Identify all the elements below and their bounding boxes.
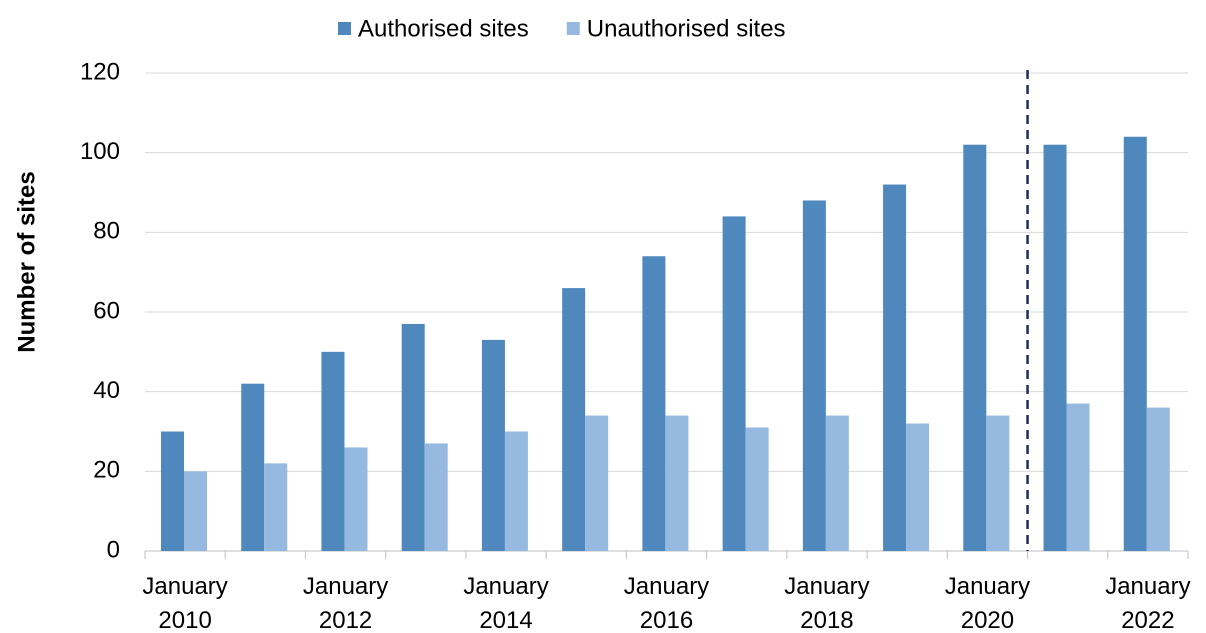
bar <box>665 415 689 551</box>
bar <box>424 443 448 551</box>
legend-label: Authorised sites <box>358 15 529 42</box>
x-tick-label-line: 2020 <box>961 607 1014 633</box>
bar <box>963 144 987 551</box>
x-tick-label: January 2022 <box>1105 573 1190 633</box>
legend-label: Unauthorised sites <box>587 15 786 42</box>
x-tick-label-line: January <box>784 573 869 600</box>
y-tick-label: 20 <box>93 457 120 484</box>
x-tick-label: January 2014 <box>463 573 548 633</box>
x-tick-label-line: January <box>303 573 388 600</box>
bar <box>344 447 368 551</box>
y-tick-label: 40 <box>93 377 120 404</box>
x-tick-label-line: January <box>945 573 1030 600</box>
x-tick-label-line: January <box>624 573 709 600</box>
x-tick-label-line: 2016 <box>640 607 693 633</box>
x-tick-label-line: 2014 <box>479 607 532 633</box>
bar <box>504 431 528 551</box>
bar <box>802 200 826 551</box>
bar <box>883 184 907 552</box>
x-tick-label-line: 2010 <box>158 607 211 633</box>
x-tick-label-line: January <box>142 573 227 600</box>
bar <box>642 256 666 551</box>
y-tick-label: 80 <box>93 218 120 245</box>
x-tick-label: January 2010 <box>142 573 227 633</box>
x-tick-label: January 2018 <box>784 573 869 633</box>
x-tick-label-line: 2022 <box>1121 607 1174 633</box>
x-tick-label: January 2012 <box>303 573 388 633</box>
bar <box>401 323 425 551</box>
bar <box>585 415 609 551</box>
bar <box>184 471 207 551</box>
bar <box>241 383 265 551</box>
bar <box>264 463 288 551</box>
bar <box>745 427 769 551</box>
bar <box>321 351 345 551</box>
bar <box>722 216 746 551</box>
bar <box>161 431 184 551</box>
bar <box>1123 136 1147 551</box>
bar <box>986 415 1010 551</box>
y-axis-label: Number of sites <box>13 171 40 352</box>
x-tick-label-line: 2012 <box>319 607 372 633</box>
bar <box>906 423 930 551</box>
bar <box>562 288 586 551</box>
x-tick-label-line: 2018 <box>800 607 853 633</box>
bar <box>481 339 505 551</box>
bar <box>1146 407 1170 551</box>
x-tick-label: January 2020 <box>945 573 1030 633</box>
y-tick-label: 0 <box>107 536 120 563</box>
legend-swatch <box>566 22 580 35</box>
bar <box>1066 403 1090 551</box>
bar <box>1043 144 1067 551</box>
x-tick-label-line: January <box>463 573 548 600</box>
y-tick-label: 60 <box>93 297 120 324</box>
x-tick-label: January 2016 <box>624 573 709 633</box>
legend-swatch <box>338 22 351 35</box>
y-tick-label: 120 <box>80 58 120 85</box>
x-tick-label-line: January <box>1105 573 1190 600</box>
bar <box>825 415 849 551</box>
y-tick-label: 100 <box>80 138 120 165</box>
